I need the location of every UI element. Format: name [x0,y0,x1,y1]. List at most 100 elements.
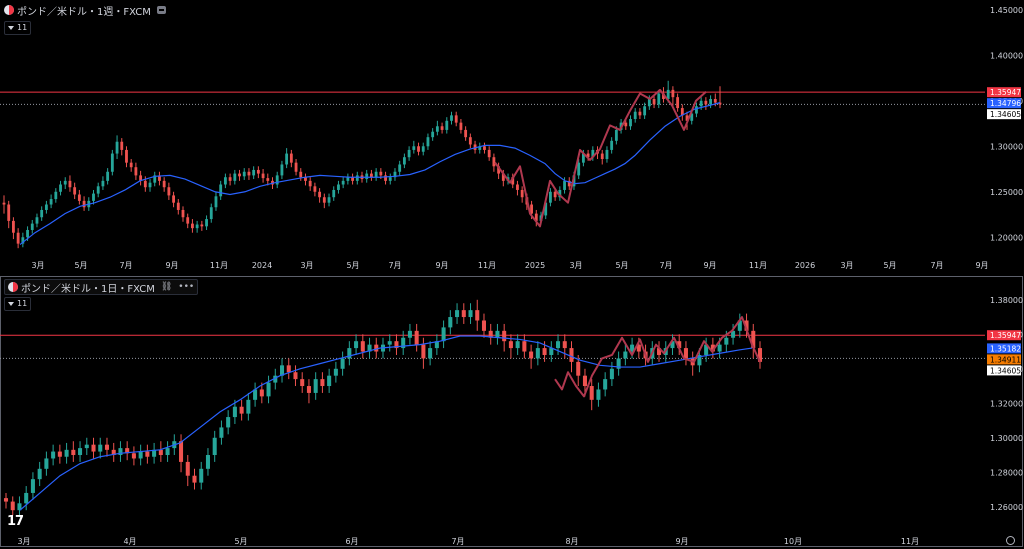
weekly-chart-canvas[interactable]: 1.450001.400001.350001.300001.250001.200… [0,0,1024,271]
weekly-price-tick: 1.20000 [990,233,1023,242]
weekly-candle-body [318,191,322,198]
weekly-candle-body [294,162,298,172]
daily-candle-body [421,344,426,359]
weekly-candle-body [577,162,581,176]
daily-price-label-bg [987,354,1021,365]
daily-candle-body [327,375,332,387]
weekly-candle-body [223,177,227,185]
chevron-down-icon [8,302,14,306]
daily-price-tick: 1.38000 [990,296,1023,305]
weekly-candle-body [308,180,312,187]
weekly-candle-body [247,171,251,176]
weekly-candle-body [73,187,77,195]
daily-time-label: 7月 [451,537,464,546]
more-options-icon[interactable]: ••• [178,282,195,292]
weekly-moving-average-line [19,102,721,246]
daily-candle-body [407,330,412,338]
weekly-time-label: 9月 [703,261,716,270]
weekly-candle-body [440,126,444,130]
daily-candle-body [441,327,446,342]
daily-candle-body [508,341,513,349]
weekly-time-label: 7月 [930,261,943,270]
weekly-candle-body [205,219,208,227]
weekly-candle-body [370,173,373,178]
daily-indicator-badge[interactable]: 11 [4,297,32,311]
daily-candle-body [428,348,433,359]
weekly-time-label: 5月 [74,261,87,270]
weekly-price-label: 1.34796 [990,99,1021,108]
weekly-chart-legend[interactable]: ポンド／米ドル・1週・FXCM [4,3,166,18]
weekly-candle-body [7,204,11,221]
daily-indicator-count: 11 [17,299,28,308]
chevron-down-icon [8,26,14,30]
daily-chart-legend[interactable]: ポンド／米ドル・1日・FXCM ⛓ ••• [4,279,199,295]
daily-candle-body [253,389,258,400]
weekly-candle-body [407,149,411,158]
weekly-time-label: 11月 [749,261,767,270]
daily-candle-body [656,348,662,355]
weekly-candle-body [412,146,416,150]
daily-candle-body [502,330,507,342]
daily-candle-body [488,330,493,338]
weekly-time-label: 5月 [346,261,359,270]
weekly-candle-body [280,164,284,176]
daily-candle-body [448,317,453,328]
weekly-candle-body [181,209,185,218]
weekly-indicator-badge[interactable]: 11 [4,21,32,35]
weekly-time-label: 2024 [252,261,272,270]
daily-candle-body [246,399,251,414]
settings-icon[interactable] [1006,536,1015,545]
weekly-chart-pane[interactable]: 1.450001.400001.350001.300001.250001.200… [0,0,1024,271]
link-icon[interactable]: ⛓ [160,282,173,292]
collapse-legend-icon[interactable] [156,6,166,14]
daily-candle-body [455,310,460,318]
daily-candle-body [576,361,581,376]
daily-price-label: 1.34911 [990,355,1021,364]
weekly-candle-body [355,175,359,181]
daily-candle-body [37,468,42,480]
weekly-candle-body [586,153,590,158]
daily-candle-body [401,337,406,349]
daily-candle-body [677,341,682,349]
weekly-candle-body [421,146,425,152]
daily-chart-pane[interactable]: 1.380001.360001.340001.320001.300001.280… [0,276,1024,549]
weekly-candle-body [125,149,128,163]
weekly-candle-body [445,120,449,130]
daily-candle-body [630,344,635,352]
weekly-candle-body [685,115,689,121]
weekly-time-label: 7月 [659,261,672,270]
weekly-candle-body [172,195,175,203]
weekly-candle-body [497,166,501,174]
daily-candle-body [57,451,62,457]
daily-candle-body [219,427,224,438]
weekly-price-tick: 1.30000 [990,142,1023,151]
weekly-candle-body [374,171,378,178]
daily-candle-body [158,449,163,456]
tradingview-logo-icon[interactable]: 17 [7,514,24,529]
daily-time-label: 3月 [17,537,30,546]
daily-candle-body [596,389,601,400]
daily-candle-body [495,330,500,338]
daily-candle-body [17,503,22,511]
weekly-candle-body [511,177,515,185]
weekly-time-label: 9月 [975,261,988,270]
weekly-candle-body [233,173,237,181]
weekly-time-label: 9月 [435,261,448,270]
daily-chart-canvas[interactable]: 1.380001.360001.340001.320001.300001.280… [0,276,1024,549]
weekly-candle-body [431,131,435,138]
weekly-price-tick: 1.45000 [990,6,1023,15]
weekly-candle-body [501,173,505,181]
daily-candle-body [71,449,76,456]
daily-candle-body [3,498,9,502]
weekly-candle-body [690,113,694,121]
weekly-candle-body [633,111,637,119]
weekly-candle-body [2,202,6,205]
daily-candle-body [603,379,608,390]
weekly-candle-body [68,180,72,188]
daily-price-label: 1.34605 [990,366,1021,375]
daily-candle-body [737,320,742,331]
weekly-candle-body [351,177,354,181]
weekly-candle-body [384,175,387,181]
weekly-candle-body [209,207,213,220]
daily-candle-body [468,310,473,318]
